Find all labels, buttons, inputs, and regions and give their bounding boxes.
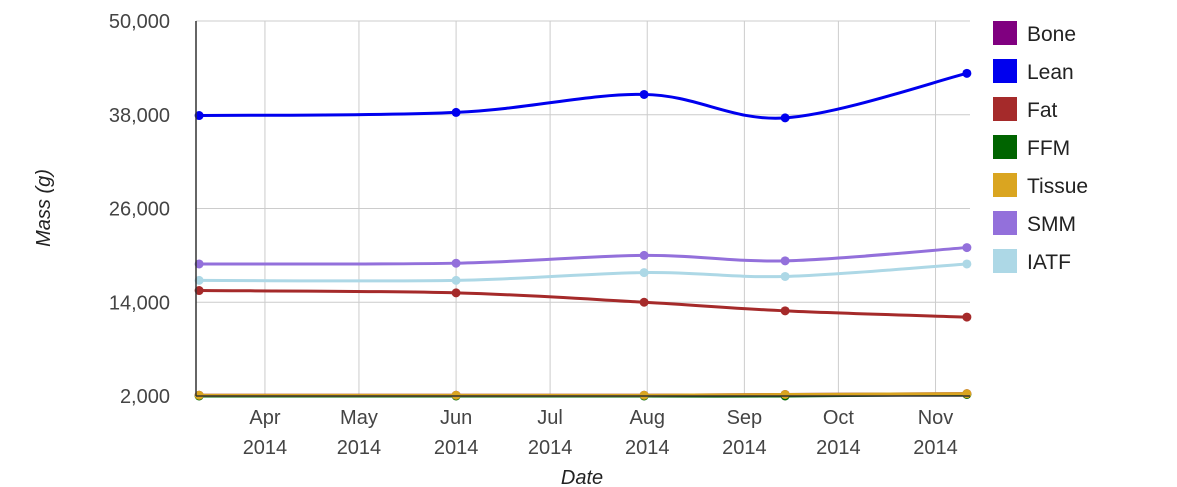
x-axis-tick-labels: Apr 2014 May 2014 Jun 2014 Jul 2014 Aug 2014 Sep 20… — [243, 407, 958, 459]
series-line-iatf — [199, 262, 967, 283]
data-point-fat — [194, 286, 204, 296]
y-axis-tick-labels: 2,000 14,000 26,000 38,000 50,000 — [109, 11, 170, 408]
legend-swatch-iatf — [993, 249, 1017, 273]
series-iatf — [194, 259, 972, 285]
legend-item-smm: SMM — [993, 211, 1076, 236]
data-point-smm — [451, 258, 461, 268]
data-point-tissue — [194, 390, 204, 400]
y-tick-label: 2,000 — [120, 386, 170, 408]
x-tick-year-label: 2014 — [913, 437, 958, 459]
x-tick-year-label: 2014 — [625, 437, 670, 459]
data-point-lean — [194, 111, 204, 121]
gridlines — [196, 20, 970, 397]
legend: Bone Lean Fat FFM Tissue SMM IATF — [993, 21, 1088, 274]
x-tick-year-label: 2014 — [337, 437, 382, 459]
data-point-lean — [639, 89, 649, 99]
y-tick-label: 14,000 — [109, 292, 170, 314]
series-line-smm — [199, 246, 967, 266]
legend-label-fat: Fat — [1027, 99, 1058, 122]
data-point-lean — [962, 68, 972, 78]
data-point-iatf — [451, 275, 461, 285]
y-tick-label: 26,000 — [109, 199, 170, 221]
series-fat — [194, 286, 972, 322]
series-tissue — [194, 389, 972, 400]
legend-label-iatf: IATF — [1027, 251, 1071, 274]
x-tick-month-label: Oct — [823, 407, 855, 429]
data-point-iatf — [194, 275, 204, 285]
data-point-smm — [639, 250, 649, 260]
data-point-smm — [780, 256, 790, 266]
data-point-iatf — [962, 259, 972, 269]
x-tick-month-label: Nov — [918, 407, 954, 429]
data-point-iatf — [780, 271, 790, 281]
data-point-tissue — [962, 389, 972, 399]
data-point-iatf — [639, 268, 649, 278]
x-tick-month-label: Apr — [249, 407, 280, 429]
x-tick-year-label: 2014 — [722, 437, 767, 459]
series-line-lean — [199, 71, 968, 120]
data-point-tissue — [780, 389, 790, 399]
legend-swatch-fat — [993, 97, 1017, 121]
x-tick-month-label: Sep — [727, 407, 763, 429]
legend-item-tissue: Tissue — [993, 173, 1088, 198]
data-point-fat — [780, 306, 790, 316]
data-point-fat — [451, 288, 461, 298]
legend-item-ffm: FFM — [993, 135, 1070, 160]
x-tick-year-label: 2014 — [434, 437, 479, 459]
legend-label-ffm: FFM — [1027, 137, 1070, 160]
legend-label-smm: SMM — [1027, 213, 1076, 236]
data-point-tissue — [451, 390, 461, 400]
legend-item-lean: Lean — [993, 59, 1074, 84]
legend-swatch-lean — [993, 59, 1017, 83]
data-point-smm — [194, 259, 204, 269]
legend-swatch-tissue — [993, 173, 1017, 197]
y-tick-label: 50,000 — [109, 11, 170, 33]
series-line-tissue — [199, 392, 967, 397]
x-tick-month-label: Jun — [440, 407, 472, 429]
x-tick-month-label: Aug — [629, 407, 665, 429]
x-tick-year-label: 2014 — [243, 437, 288, 459]
legend-swatch-ffm — [993, 135, 1017, 159]
legend-label-bone: Bone — [1027, 23, 1076, 46]
data-point-smm — [962, 243, 972, 253]
legend-swatch-smm — [993, 211, 1017, 235]
y-axis-title: Mass (g) — [33, 169, 55, 247]
x-tick-year-label: 2014 — [816, 437, 861, 459]
x-tick-month-label: Jul — [537, 407, 563, 429]
series-line-fat — [199, 289, 967, 319]
data-point-lean — [451, 107, 461, 117]
legend-item-fat: Fat — [993, 97, 1058, 122]
x-tick-year-label: 2014 — [528, 437, 573, 459]
data-point-tissue — [639, 390, 649, 400]
series-lean — [194, 68, 972, 123]
legend-label-lean: Lean — [1027, 61, 1074, 84]
data-point-fat — [639, 297, 649, 307]
legend-label-tissue: Tissue — [1027, 175, 1088, 198]
legend-item-iatf: IATF — [993, 249, 1071, 274]
x-axis-title: Date — [561, 467, 603, 487]
legend-item-bone: Bone — [993, 21, 1076, 46]
data-point-lean — [780, 113, 790, 123]
x-tick-month-label: May — [340, 407, 378, 429]
axes — [195, 21, 970, 397]
data-point-fat — [962, 312, 972, 322]
y-tick-label: 38,000 — [109, 105, 170, 127]
series-smm — [194, 243, 972, 269]
series-lines — [194, 68, 972, 401]
legend-swatch-bone — [993, 21, 1017, 45]
